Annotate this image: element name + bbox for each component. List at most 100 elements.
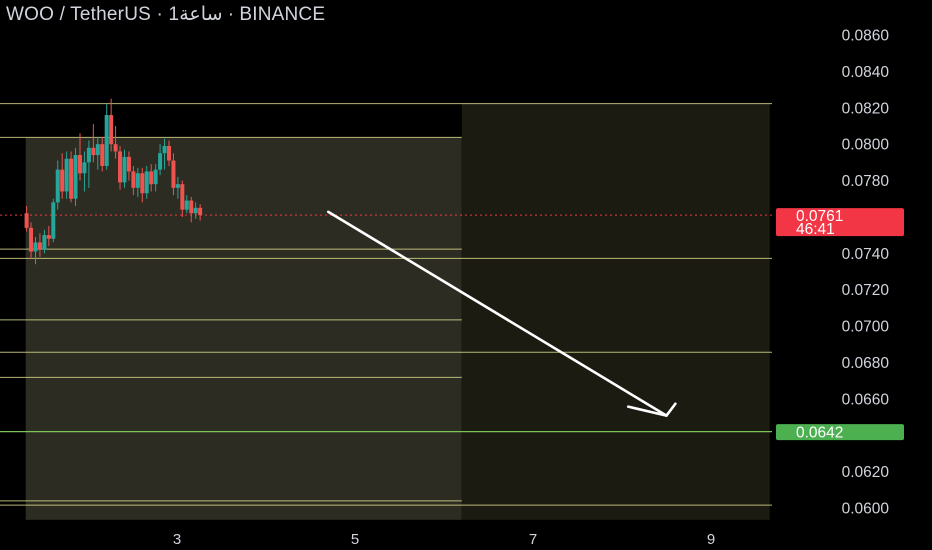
candle xyxy=(118,145,123,190)
candle-body xyxy=(198,207,203,216)
candle xyxy=(122,149,127,188)
y-tick-label: 0.0680 xyxy=(842,355,890,372)
candle-body xyxy=(109,115,114,145)
candle-body xyxy=(91,147,96,156)
candle-body xyxy=(60,169,65,192)
candle xyxy=(162,138,167,170)
candle-body xyxy=(135,173,140,188)
arrow-head xyxy=(626,402,677,417)
target-price-tag[interactable] xyxy=(776,424,904,441)
candle xyxy=(113,125,118,159)
y-tick-label: 0.0620 xyxy=(842,464,890,481)
candle-countdown: 46:41 xyxy=(796,221,835,238)
candle xyxy=(95,136,100,170)
candles-layer xyxy=(24,98,203,265)
candle xyxy=(131,165,136,196)
candle xyxy=(77,133,82,181)
candle xyxy=(193,202,198,219)
candle-body xyxy=(126,156,131,172)
candle xyxy=(46,226,51,247)
zone-left-rect xyxy=(25,137,462,520)
candle-body xyxy=(118,151,123,183)
price-axis[interactable]: 0.0860 0.0840 0.0820 0.0800 0.0780 0.0740 0.07… xyxy=(842,28,890,518)
candle-body xyxy=(86,147,91,163)
candle xyxy=(91,124,96,163)
candle xyxy=(175,176,180,199)
candle xyxy=(86,140,91,188)
candle-body xyxy=(171,160,176,188)
candle xyxy=(42,229,47,254)
candle xyxy=(51,198,56,243)
y-tick-label: 0.0740 xyxy=(842,246,890,263)
candle-body xyxy=(64,158,69,192)
y-tick-label: 0.0600 xyxy=(842,501,890,518)
candle-body xyxy=(24,213,29,228)
candle-body xyxy=(33,242,38,252)
candle xyxy=(184,195,189,214)
candle xyxy=(180,180,185,217)
candle xyxy=(135,167,140,197)
candle xyxy=(153,164,158,192)
candle-body xyxy=(162,145,167,154)
time-axis[interactable]: 3 5 7 9 xyxy=(173,531,715,548)
candle xyxy=(69,151,74,203)
candle xyxy=(109,98,114,152)
candle-body xyxy=(166,145,171,161)
symbol-title[interactable]: WOO / TetherUS · 1ساعة · BINANCE xyxy=(6,4,326,25)
y-tick-label: 0.0700 xyxy=(842,319,890,336)
y-tick-label: 0.0800 xyxy=(842,137,890,154)
candle xyxy=(104,104,109,170)
x-tick-label: 5 xyxy=(351,531,359,548)
current-price-tag[interactable] xyxy=(776,208,904,237)
candle xyxy=(100,136,105,172)
y-tick-label: 0.0720 xyxy=(842,282,890,299)
current-price-label: 0.0761 xyxy=(796,208,843,225)
candle xyxy=(64,151,69,199)
candle-body xyxy=(104,115,109,166)
candle-body xyxy=(184,200,189,210)
candle-body xyxy=(37,242,42,250)
y-tick-label: 0.0780 xyxy=(842,173,890,190)
candle-body xyxy=(158,153,163,170)
candle-body xyxy=(77,155,82,174)
candle-body xyxy=(113,144,118,152)
candle-body xyxy=(140,173,145,194)
candle-body xyxy=(51,202,56,239)
candle xyxy=(60,153,65,199)
candle xyxy=(37,233,42,257)
candle xyxy=(149,164,154,192)
candle-body xyxy=(189,200,194,214)
x-tick-label: 9 xyxy=(707,531,715,548)
y-tick-label: 0.0660 xyxy=(842,391,890,408)
candle-body xyxy=(95,144,100,156)
candle-body xyxy=(131,171,136,188)
candle-body xyxy=(180,184,185,210)
arrow-shaft xyxy=(326,210,668,417)
candle-body xyxy=(122,156,127,183)
y-tick-label: 0.0840 xyxy=(842,64,890,81)
candle-body xyxy=(153,169,158,185)
candle-body xyxy=(69,158,74,199)
candle xyxy=(158,144,163,176)
candle xyxy=(189,196,194,223)
candle xyxy=(144,165,149,199)
forecast-arrow[interactable] xyxy=(326,210,677,417)
candle xyxy=(140,167,145,203)
candle-body xyxy=(42,235,47,250)
candle-body xyxy=(46,235,51,239)
candle xyxy=(171,153,176,196)
levels-layer xyxy=(0,103,772,506)
candle-body xyxy=(29,227,34,252)
target-price-label: 0.0642 xyxy=(796,425,843,442)
x-tick-label: 3 xyxy=(173,531,181,548)
candle xyxy=(82,151,87,192)
candle-body xyxy=(144,171,149,194)
y-tick-label: 0.0820 xyxy=(842,100,890,117)
x-tick-label: 7 xyxy=(529,531,537,548)
candle-body xyxy=(73,155,78,199)
candle xyxy=(198,204,203,221)
candle-body xyxy=(100,144,105,166)
candle-body xyxy=(55,169,60,203)
